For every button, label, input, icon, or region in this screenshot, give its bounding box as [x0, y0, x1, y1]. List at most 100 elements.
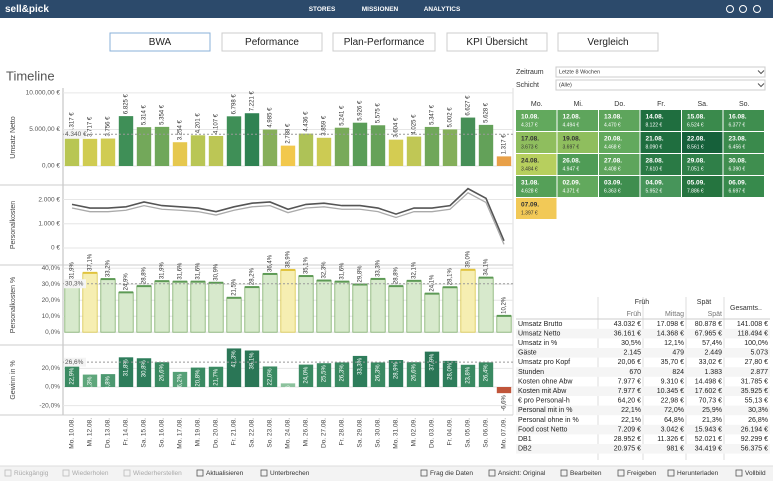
bar — [496, 315, 512, 333]
calendar-cell[interactable] — [640, 154, 682, 175]
x-tick-label: Mo. 17.08. — [177, 418, 184, 449]
bar — [460, 117, 476, 166]
table-cell: 52.021 € — [695, 436, 722, 443]
tab-label[interactable]: KPI Übersicht — [466, 36, 527, 48]
icon-settings[interactable] — [753, 5, 761, 13]
y-tick-label: 0,0% — [45, 329, 60, 336]
calendar-cell[interactable] — [640, 110, 682, 131]
value-label: 39,1% — [250, 352, 256, 370]
table-cell: 34.419 € — [695, 446, 722, 453]
tab[interactable] — [446, 32, 548, 52]
bar — [190, 367, 206, 387]
calendar-cell[interactable] — [599, 176, 640, 197]
toolbar-item[interactable]: Bearbeiten — [570, 470, 602, 477]
dropdown-arrow[interactable] — [757, 70, 765, 75]
calendar-cell[interactable] — [516, 176, 557, 197]
icon-help[interactable] — [739, 5, 747, 13]
value-label: 31,9% — [70, 261, 76, 279]
bar — [442, 129, 458, 166]
calendar-cell[interactable] — [682, 154, 723, 175]
nav-item[interactable]: ANALYTICS — [424, 6, 461, 13]
x-tick-label: Fr. 04.09. — [447, 418, 454, 446]
table-cell: 43.032 € — [614, 321, 641, 328]
toolbar-item[interactable]: Ansicht: Original — [498, 470, 546, 477]
calendar-cell[interactable] — [516, 198, 557, 219]
calendar-cell[interactable] — [682, 132, 723, 153]
reference-label: 26,6% — [65, 359, 84, 366]
tab[interactable] — [557, 32, 659, 52]
toolbar-icon[interactable] — [196, 469, 204, 477]
calendar-cell[interactable] — [557, 132, 599, 153]
calendar-cell[interactable] — [557, 110, 599, 131]
filter-dropdown[interactable] — [555, 66, 766, 78]
toolbar-item[interactable]: Frag die Daten — [430, 470, 473, 477]
y-tick-label: -20,0% — [39, 402, 60, 409]
toolbar-item[interactable]: Unterbrechen — [270, 470, 310, 477]
toolbar-item[interactable]: Wiederholen — [72, 470, 109, 477]
value-label: 20,8% — [196, 369, 202, 387]
table-cell: 26.194 € — [741, 426, 768, 433]
bar — [82, 374, 98, 387]
calendar-cell[interactable] — [682, 176, 723, 197]
bar — [136, 358, 152, 387]
filter-dropdown[interactable] — [555, 79, 766, 91]
toolbar-icon[interactable] — [560, 469, 568, 477]
nav-item[interactable]: MISSIONEN — [362, 6, 399, 13]
toolbar-icon[interactable] — [62, 469, 70, 477]
bar — [100, 138, 116, 166]
toolbar-icon[interactable] — [260, 469, 268, 477]
icon-user[interactable] — [726, 5, 734, 13]
calendar-cell[interactable] — [640, 176, 682, 197]
calendar-cell[interactable] — [723, 154, 765, 175]
bar — [262, 273, 278, 333]
calendar-cell[interactable] — [599, 132, 640, 153]
toolbar-icon[interactable] — [667, 469, 675, 477]
toolbar-icon[interactable] — [420, 469, 428, 477]
calendar-cell[interactable] — [557, 176, 599, 197]
calendar-date: 30.08. — [729, 158, 747, 165]
toolbar-icon[interactable] — [735, 469, 743, 477]
tab[interactable] — [221, 32, 323, 52]
calendar-cell[interactable] — [516, 110, 557, 131]
toolbar-item[interactable]: Vollbild — [745, 470, 766, 477]
calendar-date: 04.09. — [646, 180, 664, 187]
calendar-cell[interactable] — [516, 132, 557, 153]
calendar-cell[interactable] — [557, 154, 599, 175]
value-label: 3,9% — [286, 385, 292, 399]
nav-item[interactable]: STORES — [309, 6, 336, 13]
calendar-cell[interactable] — [723, 176, 765, 197]
toolbar-item[interactable]: Herunterladen — [677, 470, 719, 477]
toolbar-item[interactable]: Aktualisieren — [206, 470, 244, 477]
table-cell: 72,0% — [664, 407, 684, 414]
calendar-cell[interactable] — [723, 110, 765, 131]
bar — [424, 293, 440, 333]
tab-label[interactable]: Plan-Performance — [344, 37, 425, 48]
calendar-cell[interactable] — [723, 132, 765, 153]
axis-title: Personalkosten — [10, 201, 17, 249]
toolbar-item[interactable]: Freigeben — [627, 470, 657, 477]
tab-label[interactable]: BWA — [149, 37, 172, 48]
toolbar-item[interactable]: Rückgängig — [14, 470, 49, 477]
toolbar-item[interactable]: Wiederherstellen — [133, 470, 182, 477]
value-label: -6,6% — [502, 395, 508, 411]
calendar-cell[interactable] — [516, 154, 557, 175]
toolbar-icon[interactable] — [617, 469, 625, 477]
x-tick-label: Sa. 15.08. — [141, 418, 148, 448]
toolbar-icon[interactable] — [123, 469, 131, 477]
toolbar-icon[interactable] — [4, 469, 12, 477]
tab-label[interactable]: Peformance — [245, 37, 299, 48]
calendar-cell[interactable] — [599, 110, 640, 131]
tab[interactable] — [109, 32, 211, 52]
calendar-cell[interactable] — [599, 154, 640, 175]
calendar-cell[interactable] — [682, 110, 723, 131]
toolbar-icon[interactable] — [488, 469, 496, 477]
filter-value[interactable]: Letzte 8 Wochen — [559, 69, 600, 75]
tab[interactable] — [332, 32, 436, 52]
filter-value[interactable]: (Alle) — [559, 82, 572, 88]
tab-label[interactable]: Vergleich — [587, 37, 628, 48]
calendar-date: 14.08. — [646, 114, 664, 121]
value-label: 5.926 € — [358, 100, 364, 121]
calendar-date: 17.08. — [521, 136, 539, 143]
calendar-cell[interactable] — [640, 132, 682, 153]
dropdown-arrow[interactable] — [757, 83, 765, 88]
